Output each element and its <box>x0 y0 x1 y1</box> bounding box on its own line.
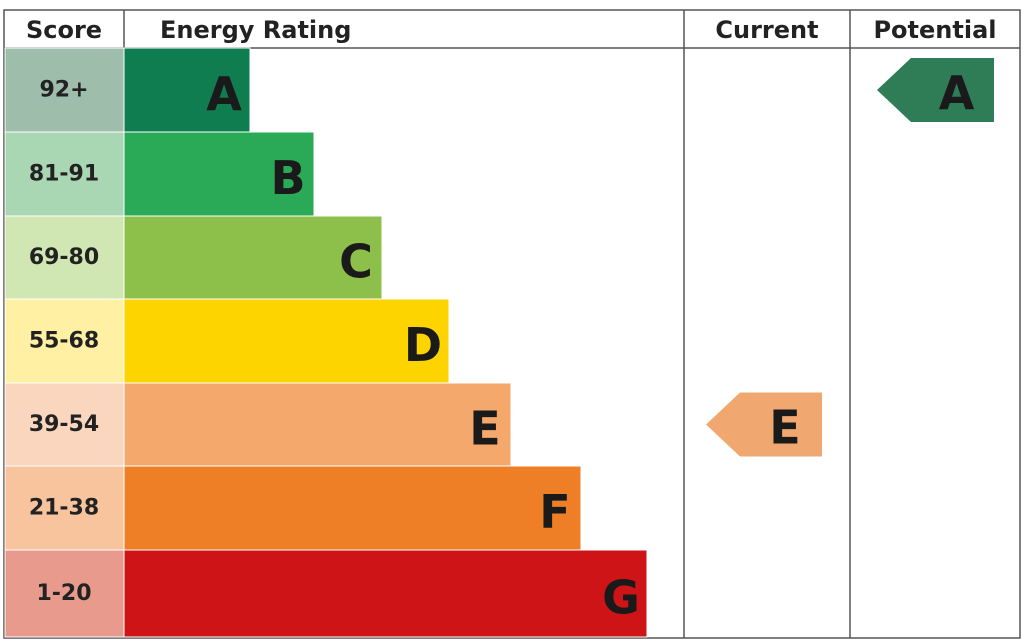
header-potential: Potential <box>873 16 996 44</box>
rating-letter: D <box>404 318 442 372</box>
rating-bar <box>123 549 648 638</box>
rating-bar <box>123 465 582 551</box>
rating-letter: B <box>270 151 305 205</box>
rating-letter: F <box>539 485 570 539</box>
score-label: 55-68 <box>29 329 99 354</box>
current-letter: E <box>769 401 800 455</box>
rating-bar <box>123 131 315 217</box>
score-cell <box>4 549 125 638</box>
potential-arrow <box>877 58 994 122</box>
score-label: 92+ <box>39 78 88 103</box>
rating-bar <box>123 215 383 300</box>
rating-letter: E <box>469 402 500 456</box>
header-score: Score <box>26 16 102 44</box>
score-label: 1-20 <box>36 581 91 606</box>
score-label: 21-38 <box>29 496 99 521</box>
current-arrow <box>706 392 822 457</box>
rating-letter: A <box>206 67 242 121</box>
score-label: 39-54 <box>29 412 99 437</box>
score-label: 81-91 <box>29 162 99 187</box>
score-cell <box>4 215 125 300</box>
score-cell <box>4 382 125 467</box>
header-rating: Energy Rating <box>160 16 351 44</box>
score-label: 69-80 <box>29 245 99 270</box>
rating-letter: G <box>602 571 640 625</box>
rating-bar <box>123 47 251 133</box>
rating-bar <box>123 382 512 467</box>
header-current: Current <box>715 16 818 44</box>
potential-letter: A <box>939 66 975 120</box>
rating-bar <box>123 298 450 384</box>
score-cell <box>4 465 125 551</box>
rating-letter: C <box>339 235 373 289</box>
score-cell <box>4 131 125 217</box>
